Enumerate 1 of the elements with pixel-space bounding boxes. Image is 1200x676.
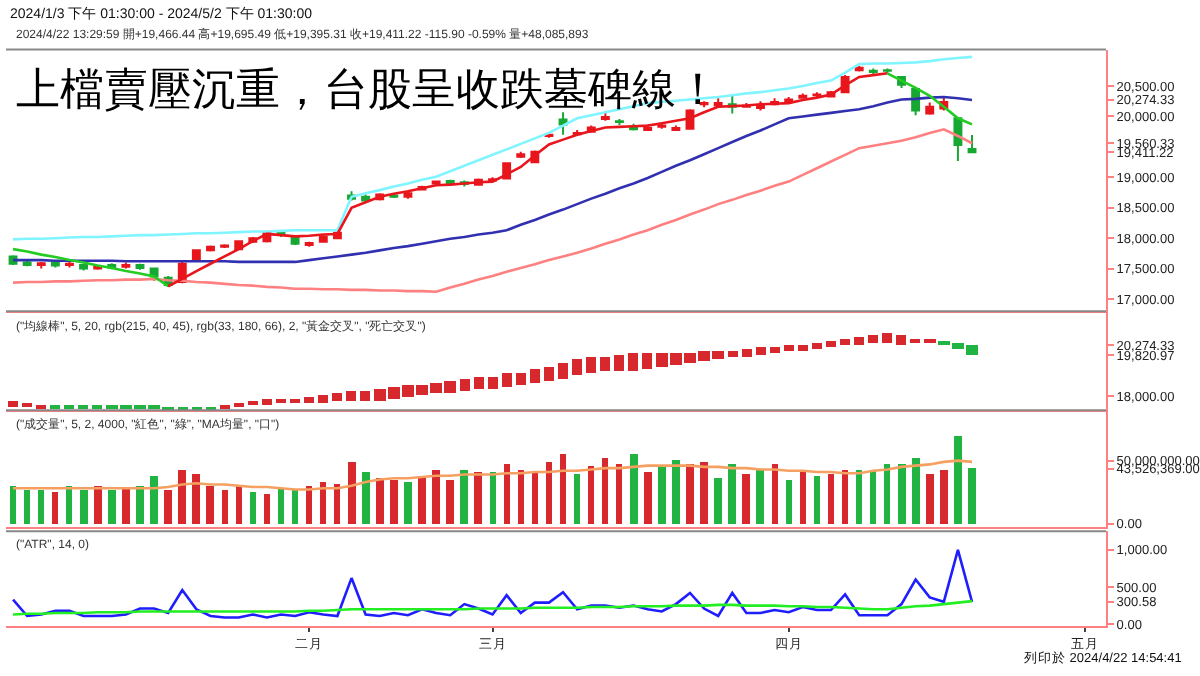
chart-title: 上檔賣壓沉重，台股呈收跌墓碑線！	[16, 64, 720, 114]
